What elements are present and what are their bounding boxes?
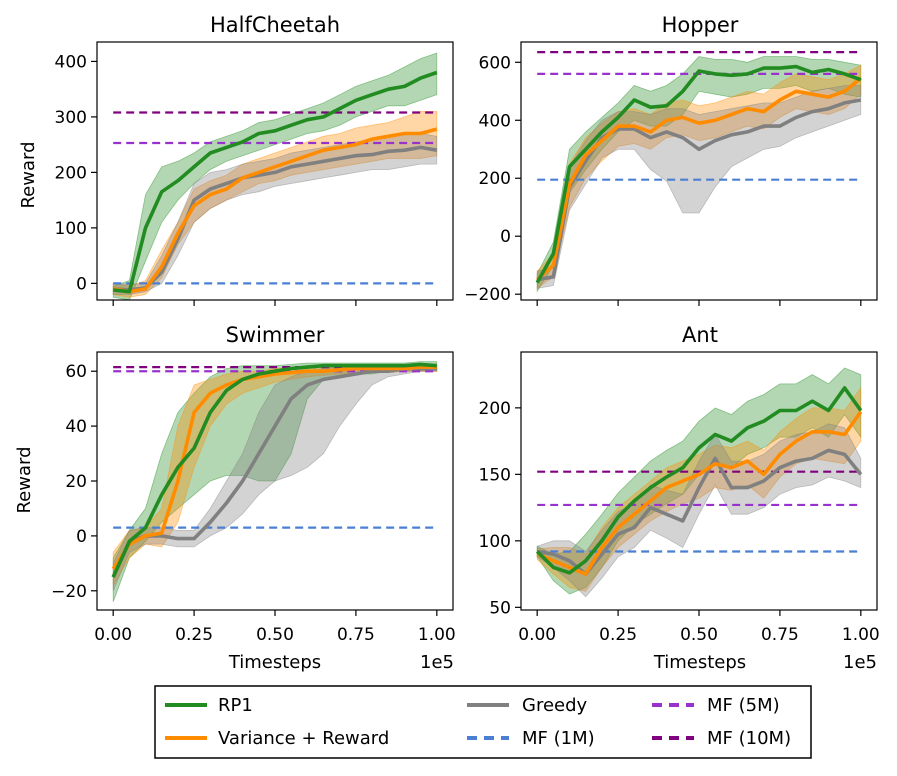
x-offset-label: 1e5 <box>420 652 454 673</box>
legend: RP1 Variance + Reward Greedy MF (1M) MF … <box>154 685 812 759</box>
x-offset-label: 1e5 <box>843 652 877 673</box>
line-greedy <box>111 366 437 578</box>
y-tick-label: 150 <box>479 465 511 485</box>
band-greedy <box>536 85 862 289</box>
y-tick-label: 200 <box>479 399 511 419</box>
band-rp1 <box>112 52 438 300</box>
line-variance-reward <box>536 410 863 576</box>
y-tick-label: 0 <box>76 527 87 547</box>
line-greedy <box>536 98 862 282</box>
y-tick-label: 200 <box>55 163 87 183</box>
plot-area <box>535 51 862 293</box>
y-tick-label: 400 <box>479 111 511 131</box>
plot-area <box>111 361 438 602</box>
y-tick-label: 40 <box>65 417 87 437</box>
legend-entry-mf-10m: MF (10M) <box>652 728 791 749</box>
legend-label: MF (1M) <box>522 728 595 749</box>
legend-label: MF (5M) <box>707 695 780 716</box>
line-variance-reward <box>112 127 438 294</box>
x-tick-label: 1.00 <box>418 625 456 645</box>
x-tick-label: 0.50 <box>680 625 718 645</box>
y-tick-label: 50 <box>489 598 511 618</box>
x-tick-label: 0.50 <box>256 625 294 645</box>
subplot-title: Swimmer <box>226 323 325 347</box>
y-tick-label: 100 <box>55 219 87 239</box>
legend-label: MF (10M) <box>707 728 791 749</box>
subplot-swimmer: Swimmer Reward Timesteps 1e5 −20 0 20 40 60 0… <box>14 323 456 673</box>
legend-label: Variance + Reward <box>218 728 389 749</box>
y-axis-label: Reward <box>18 141 39 208</box>
subplot-hopper: Hopper −200 0 200 400 600 <box>464 13 878 306</box>
band-variance-reward <box>112 111 438 298</box>
x-tick-label: 0.00 <box>94 625 132 645</box>
y-tick-label: 60 <box>65 362 87 382</box>
y-axis-label: Reward <box>14 446 35 513</box>
line-greedy <box>113 145 438 292</box>
y-tick-label: 300 <box>55 108 87 128</box>
legend-label: Greedy <box>522 695 588 716</box>
legend-entry-greedy: Greedy <box>467 695 588 716</box>
x-tick-label: 0.25 <box>175 625 213 645</box>
legend-entry-variance-reward: Variance + Reward <box>165 728 389 749</box>
y-tick-label: 400 <box>55 52 87 72</box>
x-axis-label: Timesteps <box>228 652 321 673</box>
band-variance-reward <box>536 64 862 290</box>
y-tick-label: −20 <box>51 582 87 602</box>
y-tick-label: 200 <box>479 169 511 189</box>
x-tick-label: 0.25 <box>599 625 637 645</box>
subplot-title: HalfCheetah <box>210 13 340 37</box>
legend-entry-mf-1m: MF (1M) <box>467 728 595 749</box>
legend-frame <box>154 685 812 759</box>
legend-label: RP1 <box>218 695 253 716</box>
legend-entry-rp1: RP1 <box>165 695 253 716</box>
x-tick-label: 0.75 <box>337 625 375 645</box>
subplot-ant: Ant Timesteps 1e5 50 100 150 200 0.00 0.25 0.5… <box>479 323 880 673</box>
y-tick-label: 600 <box>479 53 511 73</box>
y-tick-label: 20 <box>65 472 87 492</box>
line-rp1 <box>111 362 437 578</box>
band-greedy <box>112 365 438 591</box>
subplot-halfcheetah: HalfCheetah Reward 0 100 200 300 400 <box>18 13 454 306</box>
line-variance-reward <box>111 365 437 570</box>
band-rp1 <box>112 361 438 602</box>
line-rp1 <box>535 386 863 575</box>
y-tick-label: 100 <box>479 532 511 552</box>
y-tick-label: 0 <box>76 274 87 294</box>
plot-area <box>112 52 438 300</box>
y-tick-label: −200 <box>464 285 511 305</box>
line-rp1 <box>535 64 862 284</box>
legend-entry-mf-5m: MF (5M) <box>652 695 780 716</box>
plot-area <box>535 367 863 598</box>
x-tick-label: 1.00 <box>842 625 880 645</box>
y-tick-label: 0 <box>500 227 511 247</box>
x-tick-label: 0.75 <box>761 625 799 645</box>
x-axis-label: Timesteps <box>653 652 746 673</box>
subplot-title: Hopper <box>662 13 739 37</box>
x-tick-label: 0.00 <box>518 625 556 645</box>
line-rp1 <box>113 70 438 294</box>
subplot-title: Ant <box>682 323 718 347</box>
line-variance-reward <box>535 76 862 282</box>
